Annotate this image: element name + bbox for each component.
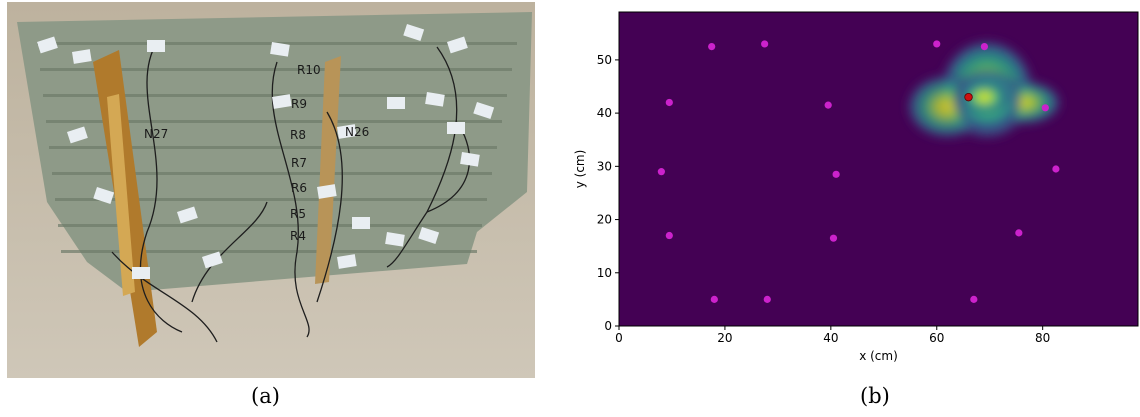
x-tick-label: 40 — [823, 331, 838, 345]
sensor-point — [829, 234, 838, 242]
x-tick-label: 60 — [929, 331, 944, 345]
sensor-tag — [385, 232, 405, 247]
x-tick-label: 20 — [717, 331, 732, 345]
sensor-tags — [37, 24, 495, 279]
sensor-tag — [403, 24, 425, 41]
svg-text:R5: R5 — [290, 207, 306, 221]
sensor-tag — [37, 36, 58, 54]
sensor-point — [933, 40, 941, 48]
caption-b: (b) — [860, 384, 890, 408]
composite-panel — [17, 12, 532, 292]
svg-text:R10: R10 — [297, 63, 321, 77]
sensor-point — [708, 42, 716, 51]
sensor-tag — [147, 40, 165, 52]
sensor-point — [761, 40, 769, 48]
estimated-source-marker — [964, 92, 973, 102]
sensor-tag — [447, 122, 465, 134]
sensor-point — [1015, 229, 1023, 237]
svg-text:N26: N26 — [345, 125, 369, 139]
sensor-tag — [93, 187, 115, 204]
sensor-point — [1052, 165, 1060, 173]
hotspot-peak — [958, 80, 1010, 114]
sensor-markers — [657, 40, 1060, 303]
photo-label-r5: R5 — [290, 207, 306, 221]
caption-a: (a) — [251, 384, 280, 408]
photo-label-r4: R4 — [290, 229, 306, 243]
sensor-tag — [447, 36, 468, 54]
svg-text:R6: R6 — [291, 181, 307, 195]
svg-text:R4: R4 — [290, 229, 306, 243]
sensor-tag — [317, 184, 337, 199]
sensor-point — [832, 170, 840, 178]
sensor-tag — [66, 126, 88, 144]
sensor-tag — [425, 92, 445, 107]
photo-label-r9: R9 — [291, 97, 307, 111]
panel-photo: R10 R9 N27 R8 N26 R7 R6 R5 R4 — [7, 2, 535, 378]
svg-text:R9: R9 — [291, 97, 307, 111]
plot-area — [619, 12, 1138, 326]
heatmap-hotspot — [906, 38, 1062, 140]
y-tick-label: 20 — [597, 213, 612, 227]
sensor-point — [665, 98, 673, 107]
sensor-tag — [202, 251, 223, 269]
y-tick-label: 0 — [604, 319, 612, 333]
x-tick-label: 80 — [1035, 331, 1050, 345]
sensor-tag — [460, 152, 480, 167]
sensor-point — [665, 231, 673, 240]
photo-label-r6: R6 — [291, 181, 307, 195]
sensor-point — [824, 101, 832, 109]
svg-text:N27: N27 — [144, 127, 168, 141]
sensor-tag — [418, 227, 440, 244]
sensor-tag — [270, 41, 290, 57]
sensor-point — [763, 295, 771, 303]
photo-label-n26: N26 — [345, 125, 369, 139]
photo-label-r8: R8 — [290, 128, 306, 142]
sensor-tag — [337, 124, 357, 139]
y-axis-label: y (cm) — [573, 150, 587, 189]
y-tick-label: 30 — [597, 159, 612, 173]
svg-text:R7: R7 — [291, 156, 307, 170]
sensor-point — [980, 42, 989, 51]
axes-frame — [618, 11, 1139, 327]
y-tick-label: 10 — [597, 266, 612, 280]
sensor-point — [1041, 104, 1049, 112]
photo-label-r7: R7 — [291, 156, 307, 170]
x-axis-label: x (cm) — [859, 349, 898, 363]
sensor-tag — [387, 97, 405, 109]
axes — [618, 11, 1139, 327]
stiffener-right — [315, 56, 341, 284]
sensor-tag — [473, 101, 495, 119]
localization-heatmap: 0 20 40 60 80 0 10 20 30 40 50 x (cm) y (cm) — [573, 11, 1139, 363]
sensor-tag — [337, 254, 357, 269]
x-tick-label: 0 — [615, 331, 623, 345]
sensor-point — [970, 295, 978, 303]
photo-label-r10: R10 — [297, 63, 321, 77]
sensor-point — [657, 168, 665, 176]
sensor-tag — [352, 217, 370, 229]
sensor-tag — [177, 206, 198, 224]
source-point — [964, 92, 973, 102]
y-tick-label: 40 — [597, 106, 612, 120]
sensor-point — [710, 295, 718, 303]
axis-ticks: 0 20 40 60 80 0 10 20 30 40 50 — [597, 53, 1051, 345]
sensor-tag — [72, 49, 92, 64]
sensor-tag — [272, 94, 292, 109]
y-tick-label: 50 — [597, 53, 612, 67]
svg-text:R8: R8 — [290, 128, 306, 142]
sensor-cables — [111, 41, 471, 343]
sensor-tag — [132, 267, 150, 279]
photo-label-n27: N27 — [144, 127, 168, 141]
